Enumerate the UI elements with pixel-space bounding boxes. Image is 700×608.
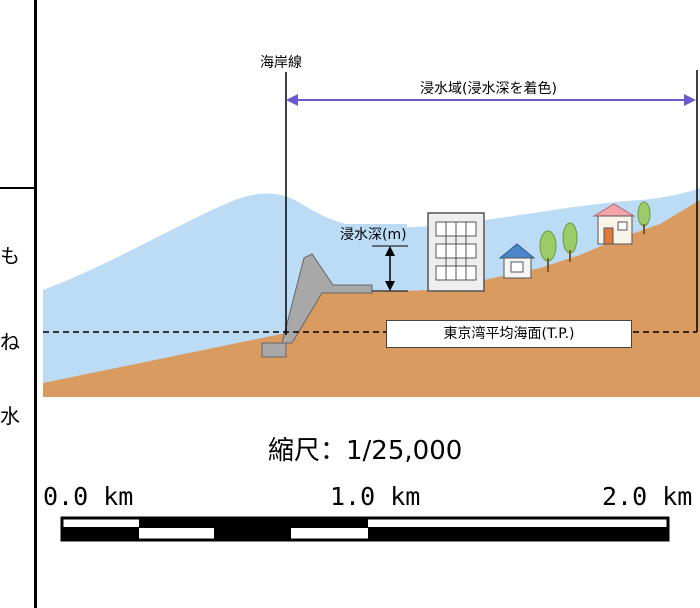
- left-panel-divider: [34, 0, 37, 608]
- tree-3: [637, 201, 651, 234]
- scale-tick-0km: 0.0 km: [43, 482, 134, 511]
- scale-tick-1km: 1.0 km: [330, 482, 421, 511]
- tree-1: [539, 230, 557, 272]
- scale-seg-4: [214, 518, 368, 528]
- scale-bar: [60, 516, 670, 542]
- seawall-footing: [261, 342, 287, 358]
- coastline-label: 海岸線: [260, 55, 302, 71]
- inundation-area-label: 浸水域(浸水深を着色): [420, 81, 557, 97]
- inundation-arrow-right-head: [684, 94, 696, 106]
- scale-seg-2: [139, 518, 214, 528]
- inundation-depth-label: 浸水深(m): [340, 224, 407, 244]
- house-pink-roof: [592, 203, 636, 245]
- scale-tick-2km: 2.0 km: [602, 482, 693, 511]
- scale-seg-5: [368, 527, 668, 540]
- tree-2: [562, 222, 578, 262]
- mean-sea-level-label: 東京湾平均海面(T.P.): [386, 320, 632, 348]
- left-panel-char-2: ね: [0, 330, 20, 354]
- scale-seg-3: [214, 527, 291, 540]
- scale-title: 縮尺：1/25,000: [268, 436, 463, 466]
- depth-arrow-up: [385, 246, 395, 256]
- scale-seg-1: [62, 527, 139, 540]
- depth-arrow-down: [385, 281, 395, 291]
- left-panel-char-3: 水: [0, 404, 20, 428]
- left-panel-rule: [0, 187, 36, 189]
- inundation-arrow-left-head: [286, 94, 298, 106]
- apartment-building: [427, 212, 485, 292]
- house-blue-roof: [498, 243, 536, 279]
- left-panel-char-1: も: [0, 244, 20, 268]
